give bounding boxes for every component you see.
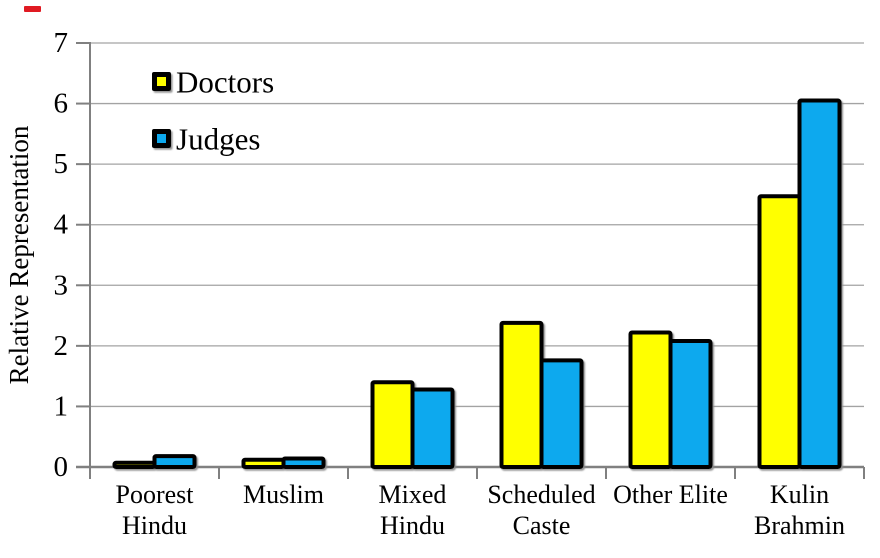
bar-doctors-poorest-hindu bbox=[112, 460, 157, 470]
bar-judges-mixed-hindu bbox=[410, 387, 455, 469]
bar-doctors-mixed-hindu bbox=[370, 380, 415, 470]
x-category-label-1-line-0: Muslim bbox=[243, 480, 324, 509]
y-tick-label-0: 0 bbox=[54, 451, 69, 483]
x-category-label-5-line-1: Brahmin bbox=[754, 511, 845, 540]
bar-judges-kulin-brahmin bbox=[797, 98, 842, 470]
bar-doctors-muslim bbox=[241, 457, 286, 469]
y-tick-label-5: 5 bbox=[54, 148, 69, 180]
bar-doctors-other-elite bbox=[628, 330, 673, 469]
x-category-label-5-line-0: Kulin bbox=[770, 480, 829, 509]
x-category-label-2-line-0: Mixed bbox=[379, 480, 447, 509]
red-dash-marker bbox=[24, 6, 41, 12]
legend-label-doctors: Doctors bbox=[176, 65, 274, 100]
bar-doctors-scheduled-caste bbox=[499, 320, 544, 469]
x-category-label-2-line-1: Hindu bbox=[380, 511, 445, 540]
x-category-label-0-line-1: Hindu bbox=[122, 511, 187, 540]
x-category-label-3-line-0: Scheduled bbox=[487, 480, 595, 509]
x-category-label-4-line-0: Other Elite bbox=[613, 480, 728, 509]
x-category-label-0-line-0: Poorest bbox=[116, 480, 195, 509]
bar-judges-muslim bbox=[281, 456, 326, 469]
y-tick-label-1: 1 bbox=[54, 390, 69, 422]
bar-judges-scheduled-caste bbox=[539, 358, 584, 469]
y-axis-title: Relative Representation bbox=[4, 125, 34, 384]
legend bbox=[152, 72, 171, 148]
bar-judges-other-elite bbox=[668, 339, 713, 469]
bars-group bbox=[112, 98, 842, 470]
y-tick-label-6: 6 bbox=[54, 88, 69, 120]
bar-doctors-kulin-brahmin bbox=[757, 194, 802, 469]
x-category-label-3-line-1: Caste bbox=[513, 511, 571, 540]
y-tick-label-2: 2 bbox=[54, 330, 69, 362]
bar-judges-poorest-hindu bbox=[152, 454, 197, 469]
legend-label-judges: Judges bbox=[176, 122, 260, 157]
y-tick-label-3: 3 bbox=[54, 269, 69, 301]
y-tick-label-7: 7 bbox=[54, 27, 69, 59]
legend-marker-judges bbox=[157, 134, 166, 143]
legend-marker-doctors bbox=[157, 77, 166, 86]
y-tick-label-4: 4 bbox=[54, 209, 69, 241]
